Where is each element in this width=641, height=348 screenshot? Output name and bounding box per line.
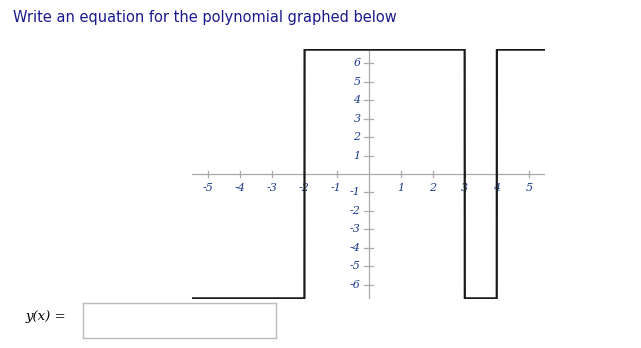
Text: -1: -1 [331, 183, 342, 193]
Text: -5: -5 [350, 261, 361, 271]
Text: -2: -2 [350, 206, 361, 216]
Text: 2: 2 [429, 183, 437, 193]
Text: y(x) =: y(x) = [26, 310, 66, 323]
Text: 4: 4 [353, 95, 361, 105]
Text: -3: -3 [267, 183, 278, 193]
Text: 3: 3 [353, 114, 361, 124]
Text: 1: 1 [353, 151, 361, 160]
Text: -4: -4 [235, 183, 246, 193]
Text: 3: 3 [461, 183, 469, 193]
Text: -3: -3 [350, 224, 361, 234]
Text: 4: 4 [493, 183, 501, 193]
Text: 1: 1 [397, 183, 404, 193]
Text: -5: -5 [203, 183, 213, 193]
Text: Write an equation for the polynomial graphed below: Write an equation for the polynomial gra… [13, 10, 397, 25]
Text: -6: -6 [350, 279, 361, 290]
Text: -2: -2 [299, 183, 310, 193]
Text: 6: 6 [353, 58, 361, 69]
Text: -1: -1 [350, 188, 361, 197]
Text: -4: -4 [350, 243, 361, 253]
Text: 5: 5 [525, 183, 533, 193]
Text: 5: 5 [353, 77, 361, 87]
Text: 2: 2 [353, 132, 361, 142]
